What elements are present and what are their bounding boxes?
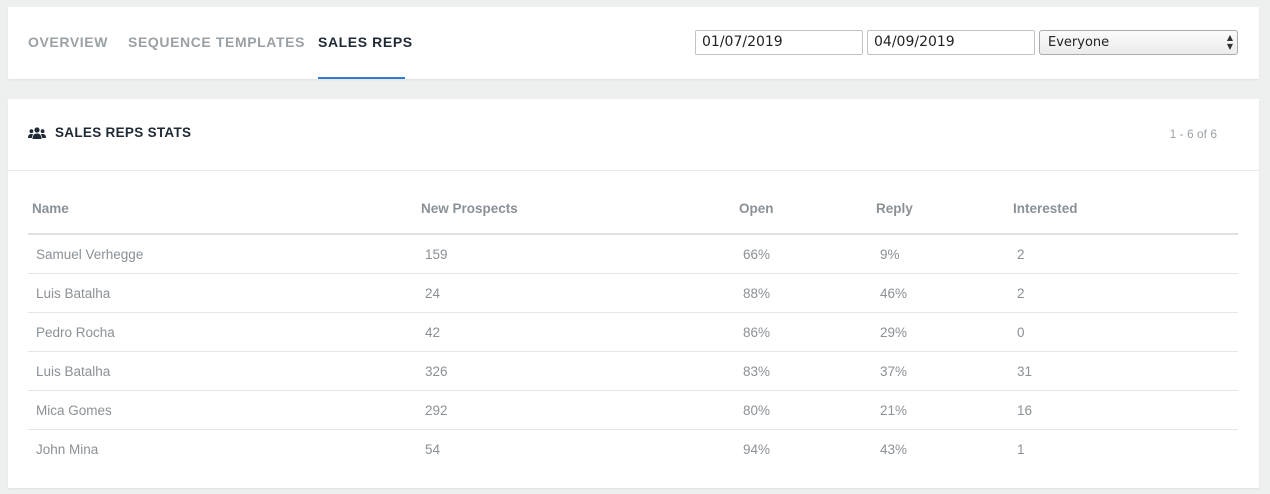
- column-header-open[interactable]: Open: [739, 201, 774, 216]
- column-header-interested[interactable]: Interested: [1013, 201, 1078, 216]
- column-header-reply[interactable]: Reply: [876, 201, 913, 216]
- cell-open: 80%: [743, 403, 771, 418]
- end-date-input[interactable]: 04/09/2019: [867, 30, 1035, 55]
- cell-open: 66%: [743, 247, 771, 262]
- cell-name: Mica Gomes: [36, 403, 112, 418]
- cell-new-prospects: 159: [425, 247, 448, 262]
- cell-new-prospects: 24: [425, 286, 441, 301]
- cell-reply: 21%: [880, 403, 908, 418]
- cell-name: Pedro Rocha: [36, 325, 115, 340]
- cell-open: 94%: [743, 442, 771, 457]
- cell-reply: 43%: [880, 442, 908, 457]
- column-header-new-prospects[interactable]: New Prospects: [421, 201, 518, 216]
- top-nav-bar: OVERVIEW SEQUENCE TEMPLATES SALES REPS 0…: [8, 7, 1259, 79]
- cell-open: 86%: [743, 325, 771, 340]
- owner-select[interactable]: Everyone ▲ ▼: [1039, 30, 1238, 55]
- sales-reps-table: Name New Prospects Open Reply Interested…: [28, 195, 1238, 469]
- cell-interested: 2: [1017, 247, 1025, 262]
- tab-sales-reps[interactable]: SALES REPS: [318, 7, 412, 79]
- cell-reply: 37%: [880, 364, 908, 379]
- table-row[interactable]: Samuel Verhegge 159 66% 9% 2: [28, 235, 1238, 274]
- table-row[interactable]: Mica Gomes 292 80% 21% 16: [28, 391, 1238, 430]
- column-header-name[interactable]: Name: [32, 201, 69, 216]
- cell-new-prospects: 42: [425, 325, 441, 340]
- cell-reply: 29%: [880, 325, 908, 340]
- cell-new-prospects: 292: [425, 403, 448, 418]
- users-icon: [28, 127, 46, 139]
- select-arrows-icon: ▲ ▼: [1226, 33, 1233, 51]
- sales-reps-stats-panel: SALES REPS STATS 1 - 6 of 6 Name New Pro…: [8, 99, 1259, 488]
- table-row[interactable]: Pedro Rocha 42 86% 29% 0: [28, 313, 1238, 352]
- cell-reply: 9%: [880, 247, 900, 262]
- table-row[interactable]: John Mina 54 94% 43% 1: [28, 430, 1238, 469]
- panel-title: SALES REPS STATS: [55, 125, 192, 140]
- tab-overview[interactable]: OVERVIEW: [28, 34, 109, 50]
- pagination-info: 1 - 6 of 6: [1169, 127, 1217, 141]
- table-row[interactable]: Luis Batalha 24 88% 46% 2: [28, 274, 1238, 313]
- cell-reply: 46%: [880, 286, 908, 301]
- cell-interested: 31: [1017, 364, 1033, 379]
- cell-open: 83%: [743, 364, 771, 379]
- cell-interested: 1: [1017, 442, 1025, 457]
- cell-new-prospects: 54: [425, 442, 441, 457]
- cell-name: Samuel Verhegge: [36, 247, 144, 262]
- cell-interested: 16: [1017, 403, 1033, 418]
- cell-name: Luis Batalha: [36, 286, 111, 301]
- table-header-row: Name New Prospects Open Reply Interested: [28, 195, 1238, 235]
- cell-interested: 0: [1017, 325, 1025, 340]
- tab-sequence-templates[interactable]: SEQUENCE TEMPLATES: [128, 34, 306, 50]
- cell-name: Luis Batalha: [36, 364, 111, 379]
- panel-header: SALES REPS STATS 1 - 6 of 6: [8, 99, 1259, 171]
- cell-name: John Mina: [36, 442, 99, 457]
- cell-new-prospects: 326: [425, 364, 448, 379]
- cell-open: 88%: [743, 286, 771, 301]
- owner-select-value: Everyone: [1048, 35, 1110, 50]
- table-row[interactable]: Luis Batalha 326 83% 37% 31: [28, 352, 1238, 391]
- cell-interested: 2: [1017, 286, 1025, 301]
- start-date-input[interactable]: 01/07/2019: [695, 30, 863, 55]
